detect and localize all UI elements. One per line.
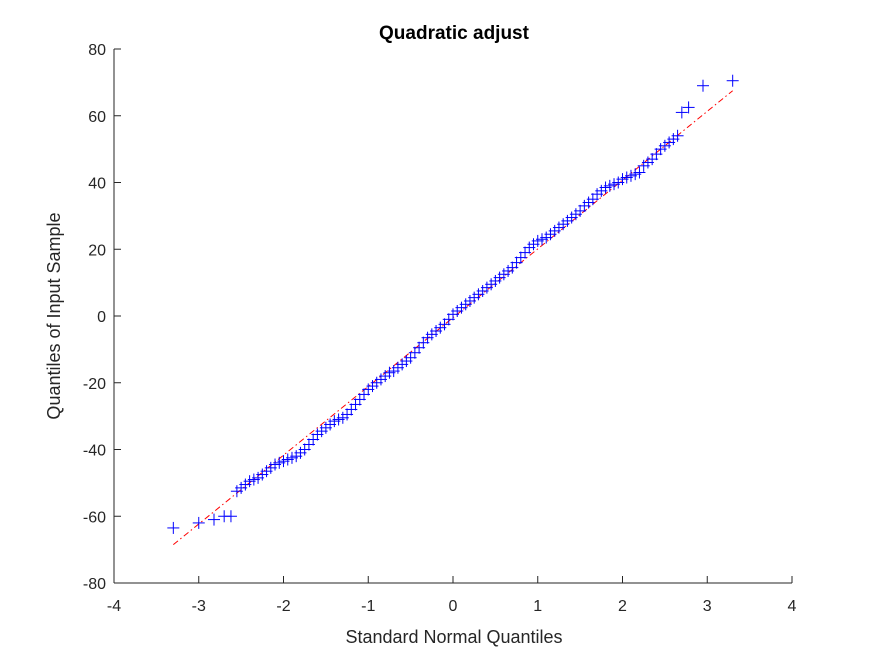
x-axis-label: Standard Normal Quantiles (345, 627, 562, 647)
y-tick-label: 0 (97, 309, 106, 326)
x-tick-label: 2 (618, 598, 627, 615)
x-tick-label: 3 (703, 598, 712, 615)
y-tick-label: -40 (83, 443, 106, 460)
plot-area (167, 74, 739, 546)
data-point (167, 521, 180, 534)
y-tick-label: -60 (83, 509, 106, 526)
y-axis-label: Quantiles of Input Sample (44, 212, 64, 419)
x-tick-label: -4 (107, 598, 121, 615)
y-axis: -80 -60 -40 -20 0 20 40 60 80 (83, 42, 121, 593)
data-point (208, 513, 221, 526)
data-point (697, 79, 710, 92)
chart-title: Quadratic adjust (379, 23, 530, 44)
x-tick-label: -1 (361, 598, 375, 615)
data-point (224, 510, 237, 523)
y-tick-label: 80 (88, 42, 106, 59)
data-point (192, 516, 205, 529)
y-tick-label: 40 (88, 176, 106, 193)
x-tick-label: 0 (449, 598, 458, 615)
x-tick-label: -2 (276, 598, 290, 615)
data-point (675, 106, 688, 119)
data-point (671, 129, 684, 142)
x-tick-label: 1 (533, 598, 542, 615)
x-tick-label: 4 (788, 598, 797, 615)
data-point (633, 166, 646, 179)
x-tick-label: -3 (192, 598, 206, 615)
y-tick-label: -20 (83, 376, 106, 393)
y-tick-label: 60 (88, 109, 106, 126)
y-tick-label: -80 (83, 576, 106, 593)
x-axis: -4 -3 -2 -1 0 1 2 3 4 (107, 576, 797, 615)
y-tick-label: 20 (88, 242, 106, 259)
data-point (726, 74, 739, 87)
data-point (682, 101, 695, 114)
